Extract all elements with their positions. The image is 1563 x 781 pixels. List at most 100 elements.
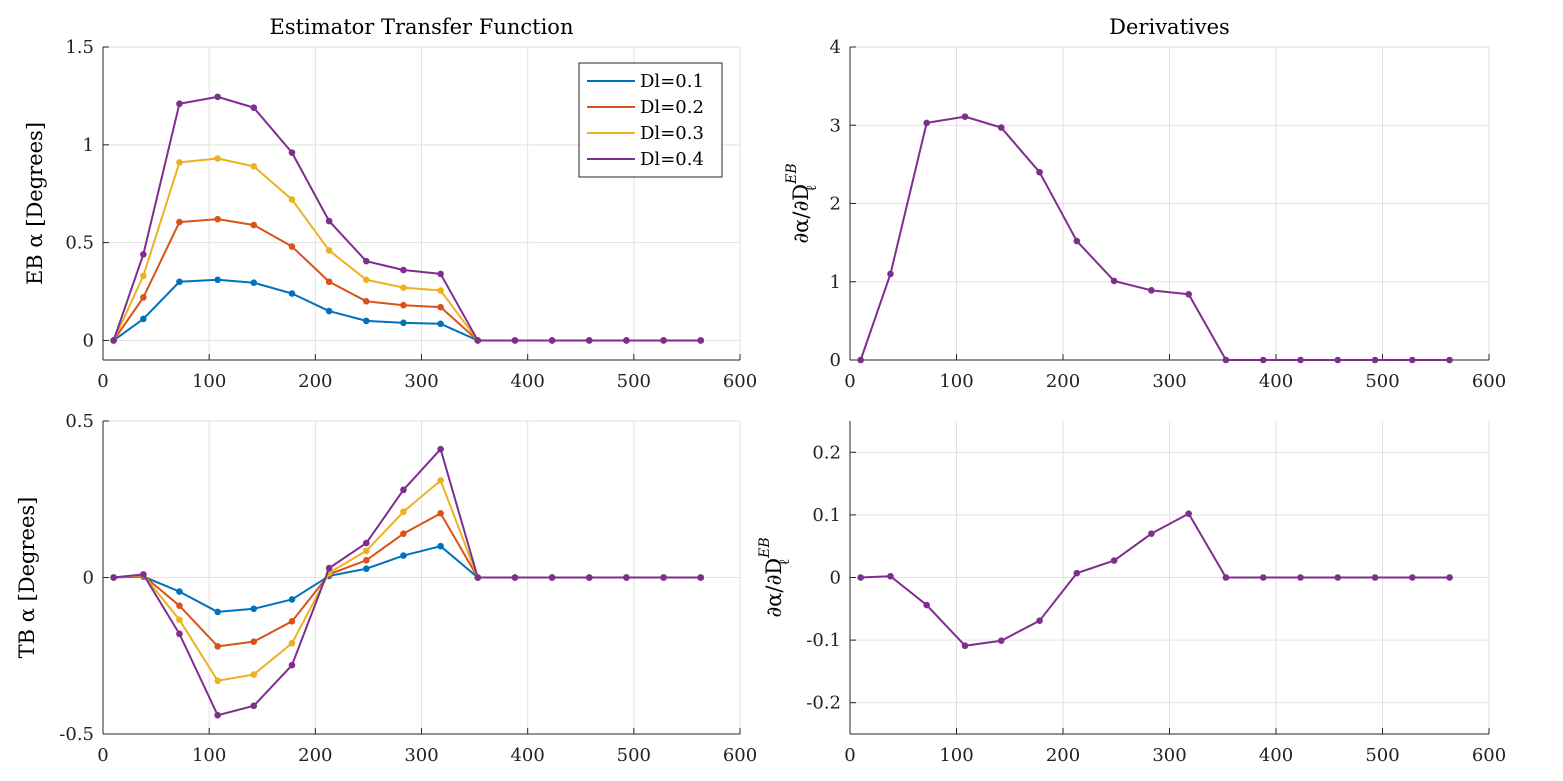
legend-label: Dl=0.4 xyxy=(640,149,704,170)
data-point xyxy=(140,294,147,301)
data-point xyxy=(362,539,370,547)
data-point xyxy=(511,337,519,344)
y-axis-label-sub: ℓ xyxy=(777,558,793,565)
series-line xyxy=(860,512,1450,647)
data-point xyxy=(250,163,258,170)
y-tick-label: 0.5 xyxy=(65,411,94,432)
y-tick-label: 0.2 xyxy=(812,442,841,463)
x-tick-label: 400 xyxy=(510,745,544,766)
data-point xyxy=(1259,574,1267,581)
y-axis-label-main: ∂α/∂D xyxy=(762,558,786,618)
data-point xyxy=(140,251,147,258)
data-point xyxy=(437,287,444,294)
data-point xyxy=(1185,510,1192,517)
y-axis-label-sub: ℓ xyxy=(804,184,820,191)
legend-label: Dl=0.1 xyxy=(640,71,704,92)
data-point xyxy=(997,124,1005,131)
data-point xyxy=(548,337,556,344)
data-point xyxy=(1446,574,1453,581)
series-line xyxy=(859,115,1450,361)
data-point xyxy=(288,596,296,603)
series-Dl=0.3 xyxy=(110,155,705,344)
x-tick-label: 500 xyxy=(617,745,651,766)
data-point xyxy=(110,574,117,581)
data-point xyxy=(857,356,864,364)
data-point xyxy=(961,113,969,120)
data-point xyxy=(250,638,258,645)
y-tick-label: 0.5 xyxy=(65,233,94,254)
data-point xyxy=(1110,557,1118,564)
data-point xyxy=(623,337,630,344)
data-point xyxy=(1297,356,1304,364)
x-tick-label: 300 xyxy=(404,371,438,392)
chart-tb-derivative: 0 100 200 300 400 500 600 -0.2 -0.1 0 0.1 0.2 ∂α/∂DE… xyxy=(757,421,1506,766)
data-point xyxy=(1334,574,1342,581)
series-s0 xyxy=(857,113,1453,364)
data-point xyxy=(1259,356,1267,364)
data-point xyxy=(362,298,370,305)
y-tick-label: 0 xyxy=(83,330,94,351)
data-point xyxy=(288,149,296,156)
data-point xyxy=(437,270,444,278)
data-point xyxy=(474,337,482,344)
data-point xyxy=(214,93,221,101)
data-point xyxy=(1073,569,1081,577)
data-point xyxy=(1148,287,1155,294)
y-axis-label: ∂α/∂DEB ℓ xyxy=(757,537,793,617)
data-point xyxy=(923,601,930,609)
x-tick-label: 100 xyxy=(192,371,226,392)
series-Dl=0.2 xyxy=(110,510,705,650)
data-point xyxy=(437,320,444,328)
data-point xyxy=(140,315,147,323)
data-point xyxy=(400,284,407,291)
x-tick-label: 600 xyxy=(1472,745,1506,766)
data-point xyxy=(1148,530,1155,537)
x-tick-label: 400 xyxy=(1259,371,1293,392)
data-point xyxy=(857,574,864,581)
data-point xyxy=(214,643,221,650)
y-tick-label: 1.5 xyxy=(65,37,94,58)
data-point xyxy=(437,542,444,550)
data-point xyxy=(362,547,370,555)
x-tick-label: 600 xyxy=(1472,371,1506,392)
series-line xyxy=(112,157,701,342)
data-point xyxy=(1446,356,1453,364)
data-point xyxy=(1371,574,1379,581)
data-point xyxy=(362,556,370,564)
data-point xyxy=(623,574,630,581)
grid xyxy=(849,46,1490,361)
data-point xyxy=(110,337,117,344)
x-tick-label: 100 xyxy=(192,745,226,766)
series-line xyxy=(113,545,701,613)
data-point xyxy=(585,574,593,581)
data-point xyxy=(214,608,221,616)
legend-label: Dl=0.2 xyxy=(640,97,704,118)
chart-title: Estimator Transfer Function xyxy=(270,15,574,39)
x-tick-label: 500 xyxy=(1365,371,1399,392)
data-point xyxy=(325,564,333,572)
data-point xyxy=(250,671,258,678)
y-tick-label: 1 xyxy=(830,272,841,293)
data-point xyxy=(362,276,370,284)
legend-label: Dl=0.3 xyxy=(640,123,704,144)
data-point xyxy=(437,445,444,453)
y-axis-label-sup: EB xyxy=(757,537,773,559)
data-point xyxy=(1297,574,1304,581)
x-tick-label: 300 xyxy=(404,745,438,766)
y-tick-label: 2 xyxy=(830,194,841,215)
x-tick-label: 0 xyxy=(97,371,108,392)
data-point xyxy=(400,552,407,559)
data-point xyxy=(997,637,1005,645)
data-point xyxy=(1036,617,1043,624)
chart-eb-transfer: 0 100 200 300 400 500 600 0 0.5 1 1.5 Estimator Tra… xyxy=(23,15,757,392)
x-tick-label: 600 xyxy=(723,371,757,392)
data-point xyxy=(176,616,183,624)
data-point xyxy=(887,270,894,278)
data-point xyxy=(1073,237,1081,245)
x-tick-label: 200 xyxy=(298,745,332,766)
data-point xyxy=(325,247,333,254)
series-Dl=0.4 xyxy=(110,93,705,344)
data-point xyxy=(585,337,593,344)
series-Dl=0.3 xyxy=(110,477,705,685)
